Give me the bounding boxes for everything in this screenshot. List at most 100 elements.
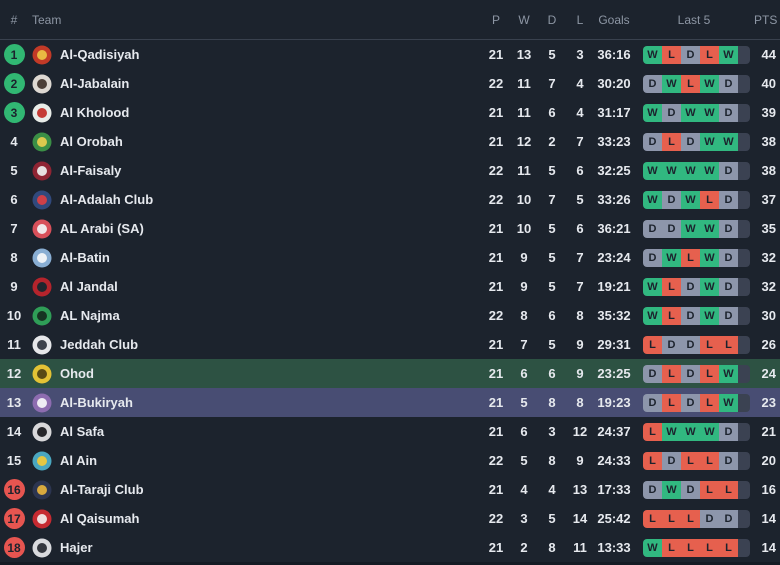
position-badge: 17 (3, 508, 25, 529)
position-cell: 12 (0, 366, 28, 381)
team-name[interactable]: AL Najma (60, 308, 120, 323)
position-badge: 2 (3, 73, 25, 94)
wins-value: 6 (520, 366, 528, 381)
position-cell: 9 (0, 279, 28, 294)
team-logo-icon (32, 132, 52, 151)
wins-value: 11 (517, 105, 531, 120)
position-badge: 1 (3, 44, 25, 65)
form-chip-empty (738, 190, 750, 209)
team-logo-icon (32, 306, 52, 325)
team-name[interactable]: Jeddah Club (60, 337, 139, 352)
wins-value: 6 (520, 424, 528, 439)
position-cell: 7 (0, 221, 28, 236)
header-played: P (491, 12, 500, 27)
team-name[interactable]: Al Kholood (60, 105, 130, 120)
team-name[interactable]: Al-Qadisiyah (60, 47, 140, 62)
team-name[interactable]: Hajer (60, 540, 93, 555)
goals-value: 24:37 (597, 424, 631, 439)
form-chip-l: L (719, 335, 738, 354)
team-logo-cell (28, 393, 56, 413)
team-name[interactable]: Al Qaisumah (60, 511, 140, 526)
losses-value: 8 (576, 395, 584, 410)
losses-value: 6 (576, 163, 584, 178)
draws-value: 6 (548, 308, 556, 323)
team-name[interactable]: Al Safa (60, 424, 105, 439)
wins-value: 5 (520, 395, 528, 410)
team-logo-icon (32, 335, 52, 354)
form-chip-empty (738, 45, 750, 64)
team-logo-cell (28, 132, 56, 152)
form-chip-d: D (643, 364, 662, 383)
team-name[interactable]: Al Jandal (60, 279, 118, 294)
team-logo-icon (32, 277, 52, 296)
form-chip-w: W (700, 277, 719, 296)
position-cell: 10 (0, 308, 28, 323)
draws-value: 5 (548, 221, 556, 236)
team-logo-cell (28, 190, 56, 210)
position-number: 14 (6, 424, 22, 439)
form-chip-l: L (662, 538, 681, 557)
team-name[interactable]: Al Orobah (60, 134, 123, 149)
team-name[interactable]: Al-Taraji Club (60, 482, 144, 497)
losses-value: 11 (573, 540, 587, 555)
team-name[interactable]: Al-Jabalain (60, 76, 130, 91)
position-badge: 3 (3, 102, 25, 123)
team-name[interactable]: Ohod (60, 366, 94, 381)
wins-value: 10 (516, 221, 532, 236)
played-value: 21 (488, 250, 504, 265)
team-name[interactable]: AL Arabi (SA) (60, 221, 144, 236)
position-cell: 17 (0, 508, 28, 529)
team-name[interactable]: Al-Adalah Club (60, 192, 154, 207)
played-value: 21 (488, 395, 504, 410)
form-chip-empty (738, 74, 750, 93)
form-chip-d: D (719, 306, 738, 325)
played-value: 22 (488, 163, 504, 178)
team-name[interactable]: Al-Bukiryah (60, 395, 133, 410)
team-name[interactable]: Al Ain (60, 453, 98, 468)
form-chip-empty (738, 422, 750, 441)
form-chip-d: D (719, 509, 738, 528)
form-chip-w: W (643, 161, 662, 180)
team-logo-cell (28, 103, 56, 123)
form-chip-empty (738, 509, 750, 528)
form-chip-d: D (719, 190, 738, 209)
goals-value: 30:20 (597, 76, 631, 91)
team-name[interactable]: Al-Batin (60, 250, 110, 265)
position-cell: 5 (0, 163, 28, 178)
team-name[interactable]: Al-Faisaly (60, 163, 122, 178)
header-last5: Last 5 (677, 12, 711, 27)
played-value: 21 (488, 337, 504, 352)
form-chip-w: W (700, 74, 719, 93)
wins-value: 11 (517, 76, 531, 91)
goals-value: 13:33 (597, 540, 631, 555)
